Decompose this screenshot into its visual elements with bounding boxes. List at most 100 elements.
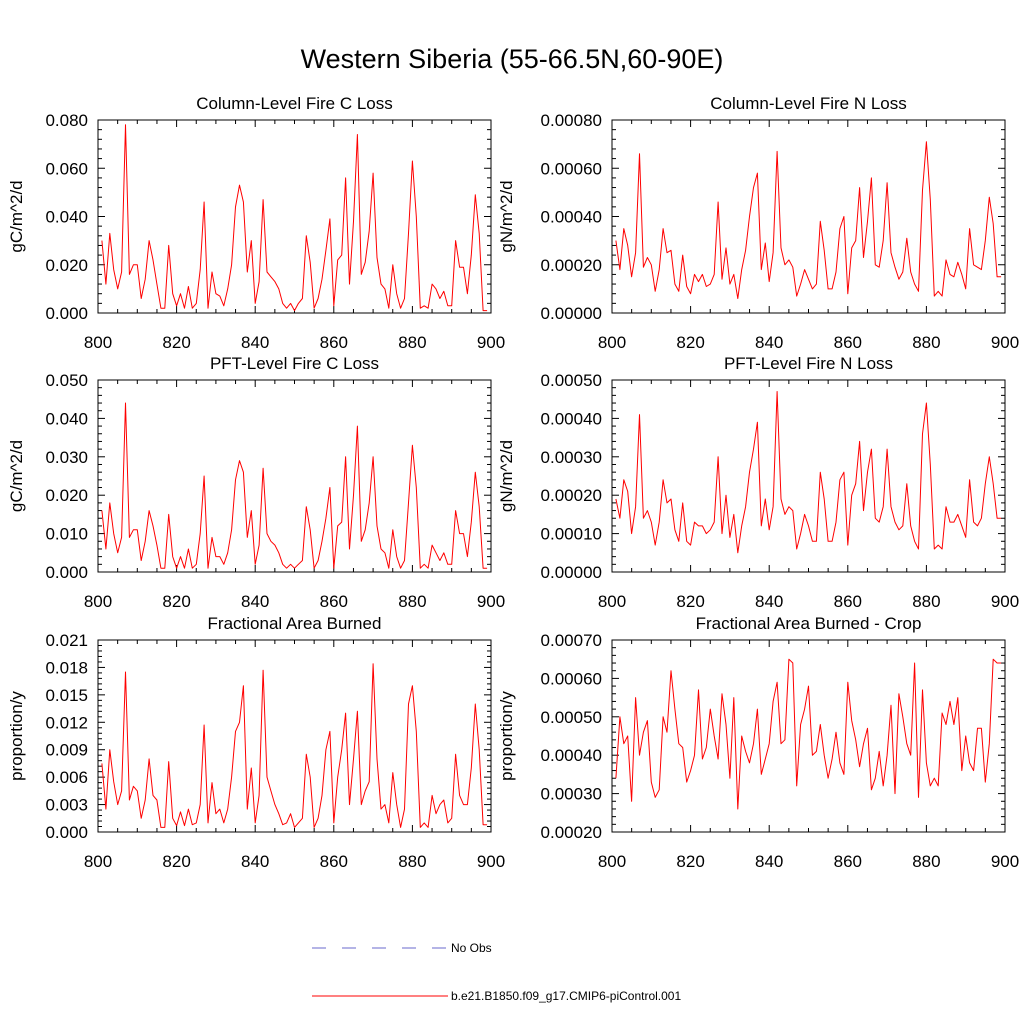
y-tick-label: 0.012: [45, 713, 88, 732]
y-tick-label: 0.00040: [541, 208, 602, 227]
y-axis-label: gN/m^2/d: [497, 180, 516, 252]
x-tick-label: 800: [598, 333, 626, 352]
chart-panel-1: 800 820 840 860 880 900 0.000 0.020 0.040 0.060 0.…: [7, 94, 505, 352]
y-tick-label: 0.020: [45, 486, 88, 505]
y-tick-label: 0.020: [45, 256, 88, 275]
y-tick-label: 0.00000: [541, 563, 602, 582]
y-tick-label: 0.021: [45, 631, 88, 650]
x-tick-label: 880: [398, 333, 426, 352]
y-tick-label: 0.040: [45, 208, 88, 227]
x-tick-label: 860: [834, 592, 862, 611]
panel-title: Fractional Area Burned - Crop: [696, 614, 922, 633]
y-tick-label: 0.010: [45, 525, 88, 544]
y-tick-label: 0.018: [45, 658, 88, 677]
y-tick-label: 0.030: [45, 448, 88, 467]
x-tick-label: 860: [320, 333, 348, 352]
x-tick-label: 840: [241, 333, 269, 352]
y-tick-label: 0.00020: [541, 256, 602, 275]
y-tick-label: 0.00030: [541, 448, 602, 467]
y-tick-label: 0.050: [45, 371, 88, 390]
y-axis-label: gC/m^2/d: [7, 440, 26, 512]
x-tick-label: 820: [676, 592, 704, 611]
series-line: [101, 402, 488, 569]
x-tick-label: 840: [755, 592, 783, 611]
y-tick-label: 0.00040: [541, 409, 602, 428]
x-tick-label: 860: [834, 852, 862, 871]
y-tick-label: 0.00050: [541, 708, 602, 727]
x-tick-label: 800: [598, 592, 626, 611]
x-tick-label: 820: [162, 592, 190, 611]
y-tick-label: 0.00060: [541, 159, 602, 178]
y-tick-label: 0.006: [45, 768, 88, 787]
x-tick-label: 880: [912, 592, 940, 611]
y-tick-label: 0.00020: [541, 823, 602, 842]
x-tick-label: 820: [676, 333, 704, 352]
panel-title: Column-Level Fire N Loss: [710, 94, 907, 113]
y-tick-label: 0.00020: [541, 486, 602, 505]
chart-panel-6: 800 820 840 860 880 900 0.00020 0.00030 0.00040 0…: [497, 614, 1019, 871]
legend-label-model: b.e21.B1850.f09_g17.CMIP6-piControl.001: [451, 989, 682, 1003]
y-tick-label: 0.015: [45, 686, 88, 705]
y-tick-label: 0.00040: [541, 746, 602, 765]
y-tick-label: 0.080: [45, 111, 88, 130]
x-tick-label: 880: [398, 592, 426, 611]
y-tick-label: 0.00050: [541, 371, 602, 390]
legend-label-no-obs: No Obs: [451, 941, 492, 955]
y-tick-label: 0.00070: [541, 631, 602, 650]
y-tick-label: 0.00080: [541, 111, 602, 130]
series-line: [615, 658, 1002, 810]
series-line: [615, 141, 1002, 299]
x-tick-label: 900: [477, 592, 505, 611]
x-tick-label: 900: [991, 592, 1019, 611]
x-tick-label: 900: [477, 333, 505, 352]
panel-title: Column-Level Fire C Loss: [196, 94, 393, 113]
y-tick-label: 0.00010: [541, 525, 602, 544]
x-tick-label: 820: [162, 852, 190, 871]
y-tick-label: 0.009: [45, 741, 88, 760]
series-line: [101, 124, 488, 312]
y-axis-label: gN/m^2/d: [497, 440, 516, 512]
x-tick-label: 820: [676, 852, 704, 871]
x-tick-label: 840: [755, 333, 783, 352]
panel-title: PFT-Level Fire N Loss: [724, 354, 893, 373]
panel-title: PFT-Level Fire C Loss: [210, 354, 379, 373]
y-tick-label: 0.060: [45, 159, 88, 178]
plot-frame: [611, 639, 1006, 833]
y-axis-label: gC/m^2/d: [7, 180, 26, 252]
plot-frame: [611, 379, 1006, 573]
chart-panel-4: 800 820 840 860 880 900 0.00000 0.00010 0.00020 0…: [497, 354, 1019, 611]
x-tick-label: 800: [84, 592, 112, 611]
x-tick-label: 880: [912, 333, 940, 352]
series-line: [101, 663, 488, 828]
x-tick-label: 800: [84, 852, 112, 871]
x-tick-label: 900: [477, 852, 505, 871]
x-tick-label: 840: [241, 852, 269, 871]
x-tick-label: 840: [755, 852, 783, 871]
x-tick-label: 900: [991, 333, 1019, 352]
plot-frame: [611, 119, 1006, 314]
x-tick-label: 900: [991, 852, 1019, 871]
chart-panel-5: 800 820 840 860 880 900 0.000 0.003 0.006 0.009 0.…: [7, 614, 505, 871]
x-tick-label: 840: [241, 592, 269, 611]
x-tick-label: 860: [320, 852, 348, 871]
figure-title: Western Siberia (55-66.5N,60-90E): [300, 44, 724, 74]
x-tick-label: 800: [598, 852, 626, 871]
x-tick-label: 800: [84, 333, 112, 352]
panel-title: Fractional Area Burned: [208, 614, 382, 633]
y-axis-label: proportion/y: [7, 691, 26, 781]
y-tick-label: 0.000: [45, 304, 88, 323]
y-axis-label: proportion/y: [497, 691, 516, 781]
y-tick-label: 0.040: [45, 409, 88, 428]
x-tick-label: 860: [320, 592, 348, 611]
series-line: [615, 391, 1002, 554]
x-tick-label: 880: [912, 852, 940, 871]
y-tick-label: 0.00000: [541, 304, 602, 323]
x-tick-label: 880: [398, 852, 426, 871]
y-tick-label: 0.000: [45, 563, 88, 582]
y-tick-label: 0.003: [45, 796, 88, 815]
chart-panel-3: 800 820 840 860 880 900 0.000 0.010 0.020 0.030 0.…: [7, 354, 505, 611]
y-tick-label: 0.00030: [541, 785, 602, 804]
chart-panel-2: 800 820 840 860 880 900 0.00000 0.00020 0.00040 0…: [497, 94, 1019, 352]
y-tick-label: 0.000: [45, 823, 88, 842]
